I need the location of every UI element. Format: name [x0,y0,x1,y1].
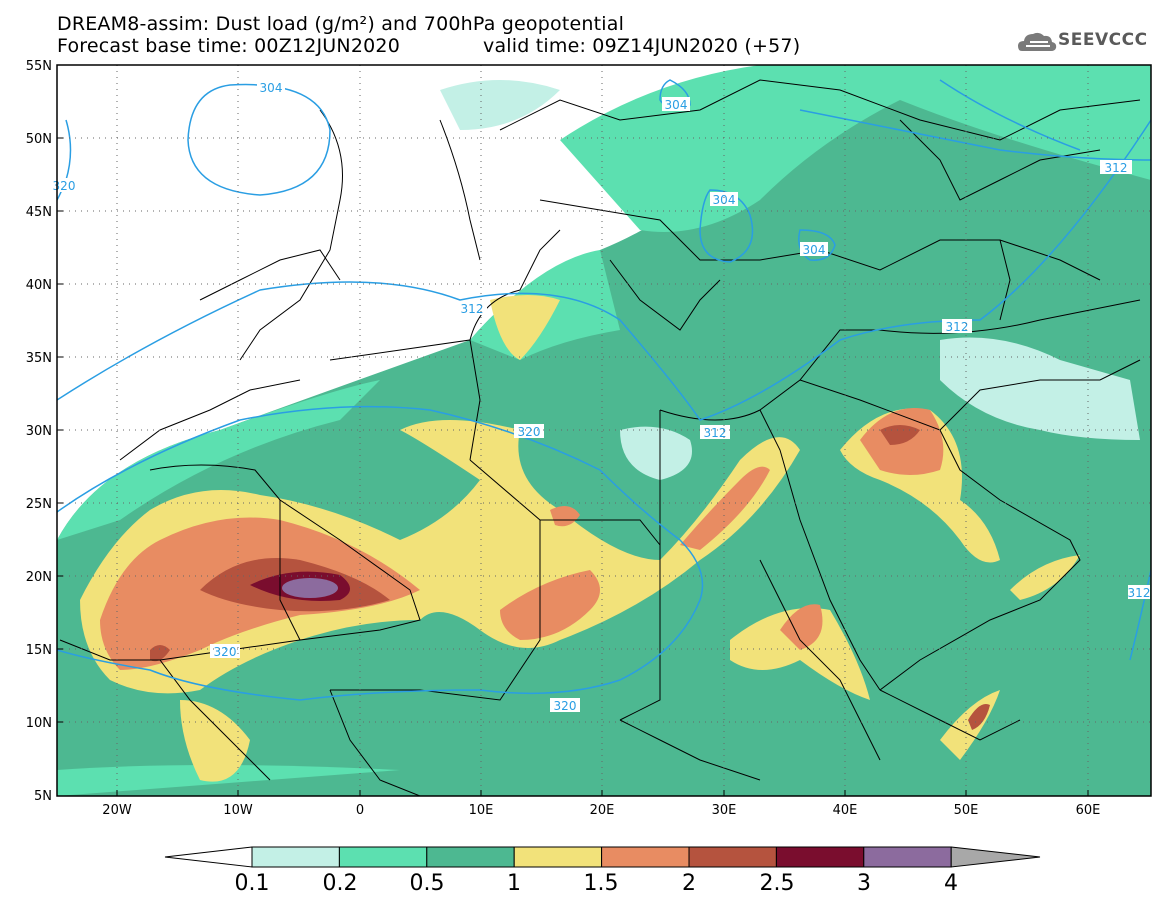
svg-text:312: 312 [1128,586,1151,600]
lon-label: 60E [1076,803,1101,818]
svg-text:312: 312 [704,426,727,440]
contour-label: 312 [1128,585,1151,600]
geopotential-contours [57,79,1151,701]
contour-label: 304 [800,242,828,257]
lat-label: 45N [26,205,52,220]
svg-text:320: 320 [214,645,237,659]
contour-label: 312 [457,301,487,316]
contour-label: 312 [942,319,972,334]
colorbar-label: 0.5 [409,871,445,896]
contour-label: 320 [514,424,544,439]
lon-label: 50E [954,803,979,818]
lat-label: 30N [26,424,52,439]
lat-label: 15N [26,643,52,658]
lat-label: 40N [26,278,52,293]
contour-label: 320 [210,644,240,659]
colorbar-label: 4 [944,871,958,896]
axis-ticks [57,64,1089,796]
contour-labels: 304 304 304 304 312 312 312 312 312 320 … [53,80,1151,713]
lat-label: 5N [34,789,52,804]
lat-label: 10N [26,716,52,731]
svg-text:304: 304 [260,81,283,95]
colorbar-label: 1.5 [583,871,619,896]
contour-label: 320 [550,698,580,713]
colorbar-label: 1 [507,871,521,896]
logo-text: SEEVCCC [1058,30,1148,50]
lat-label: 50N [26,132,52,147]
colorbar-label: 0.1 [234,871,270,896]
svg-text:312: 312 [946,320,969,334]
contour-label: 320 [53,178,76,193]
lat-label: 20N [26,570,52,585]
colorbar-label: 2 [682,871,696,896]
contour-label: 304 [710,192,738,207]
lon-label: 20W [102,803,132,818]
colorbar-label: 2.5 [759,871,795,896]
svg-text:320: 320 [53,179,76,193]
map-title: DREAM8-assim: Dust load (g/m²) and 700hP… [57,13,625,35]
contour-label: 312 [700,425,730,440]
lat-label: 55N [26,59,52,74]
svg-text:320: 320 [554,699,577,713]
svg-text:304: 304 [803,243,826,257]
svg-text:312: 312 [1105,161,1128,175]
colorbar-label: 3 [857,871,871,896]
country-borders [59,79,1141,796]
lon-label: 40E [833,803,858,818]
valid-time: valid time: 09Z14JUN2020 (+57) [483,35,801,57]
colorbar-label: 0.2 [322,871,358,896]
lon-label: 10W [223,803,253,818]
contour-label: 304 [257,80,285,95]
contour-label: 304 [662,97,690,112]
lon-label: 10E [469,803,494,818]
lat-label: 35N [26,351,52,366]
svg-text:304: 304 [713,193,736,207]
contour-label: 312 [1100,160,1132,175]
lat-label: 25N [26,497,52,512]
longitude-labels: 20W 10W 0 10E 20E 30E 40E 50E 60E [102,803,1100,818]
lon-label: 20E [590,803,615,818]
svg-text:312: 312 [461,302,484,316]
graticule [57,65,1151,796]
cloud-icon [1018,32,1057,51]
svg-text:304: 304 [665,98,688,112]
forecast-base-time: Forecast base time: 00Z12JUN2020 [57,35,400,57]
latitude-labels: 55N 50N 45N 40N 35N 30N 25N 20N 15N 10N … [26,59,52,804]
lon-label: 30E [712,803,737,818]
svg-text:320: 320 [518,425,541,439]
lon-label: 0 [356,803,364,818]
